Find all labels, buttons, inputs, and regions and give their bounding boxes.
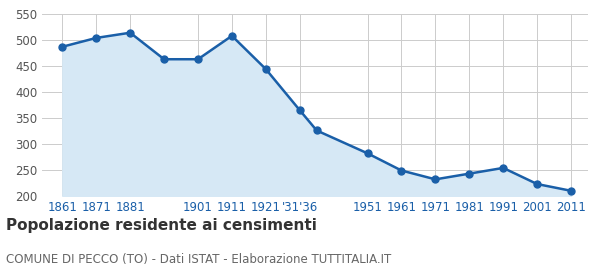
Text: Popolazione residente ai censimenti: Popolazione residente ai censimenti [6,218,317,233]
Text: COMUNE DI PECCO (TO) - Dati ISTAT - Elaborazione TUTTITALIA.IT: COMUNE DI PECCO (TO) - Dati ISTAT - Elab… [6,253,391,266]
